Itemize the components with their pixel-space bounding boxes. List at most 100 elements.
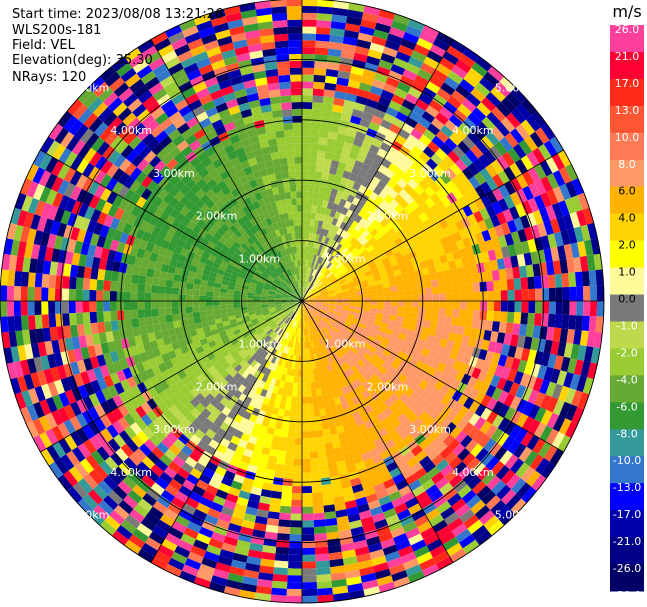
velocity-gate (412, 241, 422, 251)
velocity-gate (397, 290, 405, 296)
velocity-gate (99, 173, 112, 188)
velocity-gate (366, 128, 378, 138)
velocity-gate (345, 252, 353, 260)
velocity-gate (444, 137, 458, 151)
velocity-gate (308, 423, 316, 432)
velocity-gate (261, 272, 269, 279)
velocity-gate (339, 229, 347, 238)
velocity-gate (342, 556, 358, 566)
velocity-gate (184, 558, 202, 571)
velocity-gate (424, 356, 434, 367)
velocity-gate (380, 417, 391, 428)
velocity-gate (319, 470, 330, 479)
velocity-gate (524, 135, 538, 152)
velocity-gate (327, 310, 334, 315)
velocity-gate (279, 512, 291, 521)
velocity-gate (445, 285, 453, 294)
velocity-gate (166, 432, 178, 444)
velocity-gate (343, 322, 351, 329)
velocity-gate (302, 595, 318, 603)
velocity-gate (468, 188, 481, 202)
velocity-gate (201, 274, 210, 281)
velocity-gate (114, 339, 123, 351)
velocity-gate (246, 464, 258, 474)
velocity-gate (335, 374, 343, 383)
velocity-gate (253, 522, 267, 532)
velocity-gate (76, 228, 87, 243)
velocity-gate (424, 280, 432, 289)
velocity-gate (259, 495, 271, 505)
velocity-gate (569, 286, 577, 301)
velocity-gate (257, 372, 265, 381)
velocity-gate (218, 512, 232, 523)
velocity-gate (142, 426, 155, 439)
velocity-gate (133, 503, 149, 518)
velocity-gate (342, 378, 350, 387)
velocity-gate (89, 289, 97, 301)
velocity-gate (261, 243, 269, 251)
velocity-gate (267, 299, 275, 301)
velocity-gate (373, 232, 382, 241)
velocity-gate (421, 347, 431, 357)
velocity-gate (238, 234, 247, 243)
velocity-gate (252, 422, 262, 432)
velocity-gate (289, 275, 294, 283)
velocity-gate (433, 352, 443, 363)
velocity-gate (96, 279, 104, 291)
velocity-gate (226, 304, 234, 309)
velocity-gate (414, 195, 425, 206)
velocity-gate (238, 131, 249, 141)
velocity-gate (156, 148, 169, 161)
velocity-gate (70, 431, 84, 447)
velocity-gate (515, 203, 527, 218)
velocity-gate (223, 121, 236, 132)
velocity-gate (510, 255, 519, 268)
velocity-gate (171, 68, 187, 82)
velocity-gate (268, 398, 276, 408)
velocity-gate (124, 201, 136, 214)
velocity-gate (200, 316, 208, 323)
velocity-gate (345, 352, 353, 360)
velocity-gate (296, 348, 300, 356)
velocity-gate (103, 91, 119, 107)
velocity-gate (168, 478, 183, 491)
velocity-gate (313, 269, 318, 277)
velocity-gate (302, 163, 310, 171)
velocity-gate (342, 36, 358, 46)
velocity-gate (204, 347, 213, 356)
velocity-gate (302, 296, 308, 301)
velocity-gate (358, 509, 372, 520)
velocity-gate (384, 204, 395, 214)
velocity-gate (289, 303, 296, 307)
velocity-gate (163, 508, 179, 521)
velocity-gate (326, 455, 337, 464)
velocity-gate (199, 256, 208, 265)
velocity-gate (275, 393, 282, 402)
velocity-gate (306, 305, 312, 312)
velocity-gate (245, 211, 254, 221)
velocity-gate (292, 274, 296, 282)
velocity-gate (439, 106, 454, 120)
velocity-gate (44, 412, 58, 429)
velocity-gate (145, 469, 160, 483)
velocity-gate (260, 403, 269, 412)
velocity-gate (341, 309, 349, 314)
velocity-gate (161, 50, 178, 64)
velocity-gate (120, 443, 134, 458)
velocity-gate (296, 397, 302, 404)
velocity-gate (427, 350, 437, 360)
velocity-gate (340, 337, 348, 345)
velocity-gate (378, 9, 396, 21)
velocity-gate (516, 103, 532, 120)
velocity-gate (26, 421, 39, 439)
velocity-gate (357, 88, 370, 99)
velocity-gate (425, 484, 440, 497)
velocity-gate (310, 340, 315, 348)
velocity-gate (270, 413, 278, 422)
velocity-gate (319, 185, 327, 194)
velocity-gate (528, 288, 536, 301)
velocity-gate (446, 234, 456, 245)
velocity-gate (204, 246, 213, 255)
velocity-gate (328, 41, 343, 51)
velocity-gate (583, 301, 591, 317)
